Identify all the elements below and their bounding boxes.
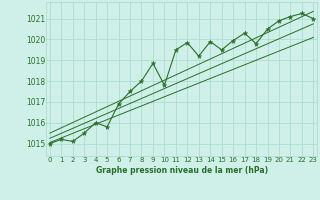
X-axis label: Graphe pression niveau de la mer (hPa): Graphe pression niveau de la mer (hPa) [96, 166, 268, 175]
